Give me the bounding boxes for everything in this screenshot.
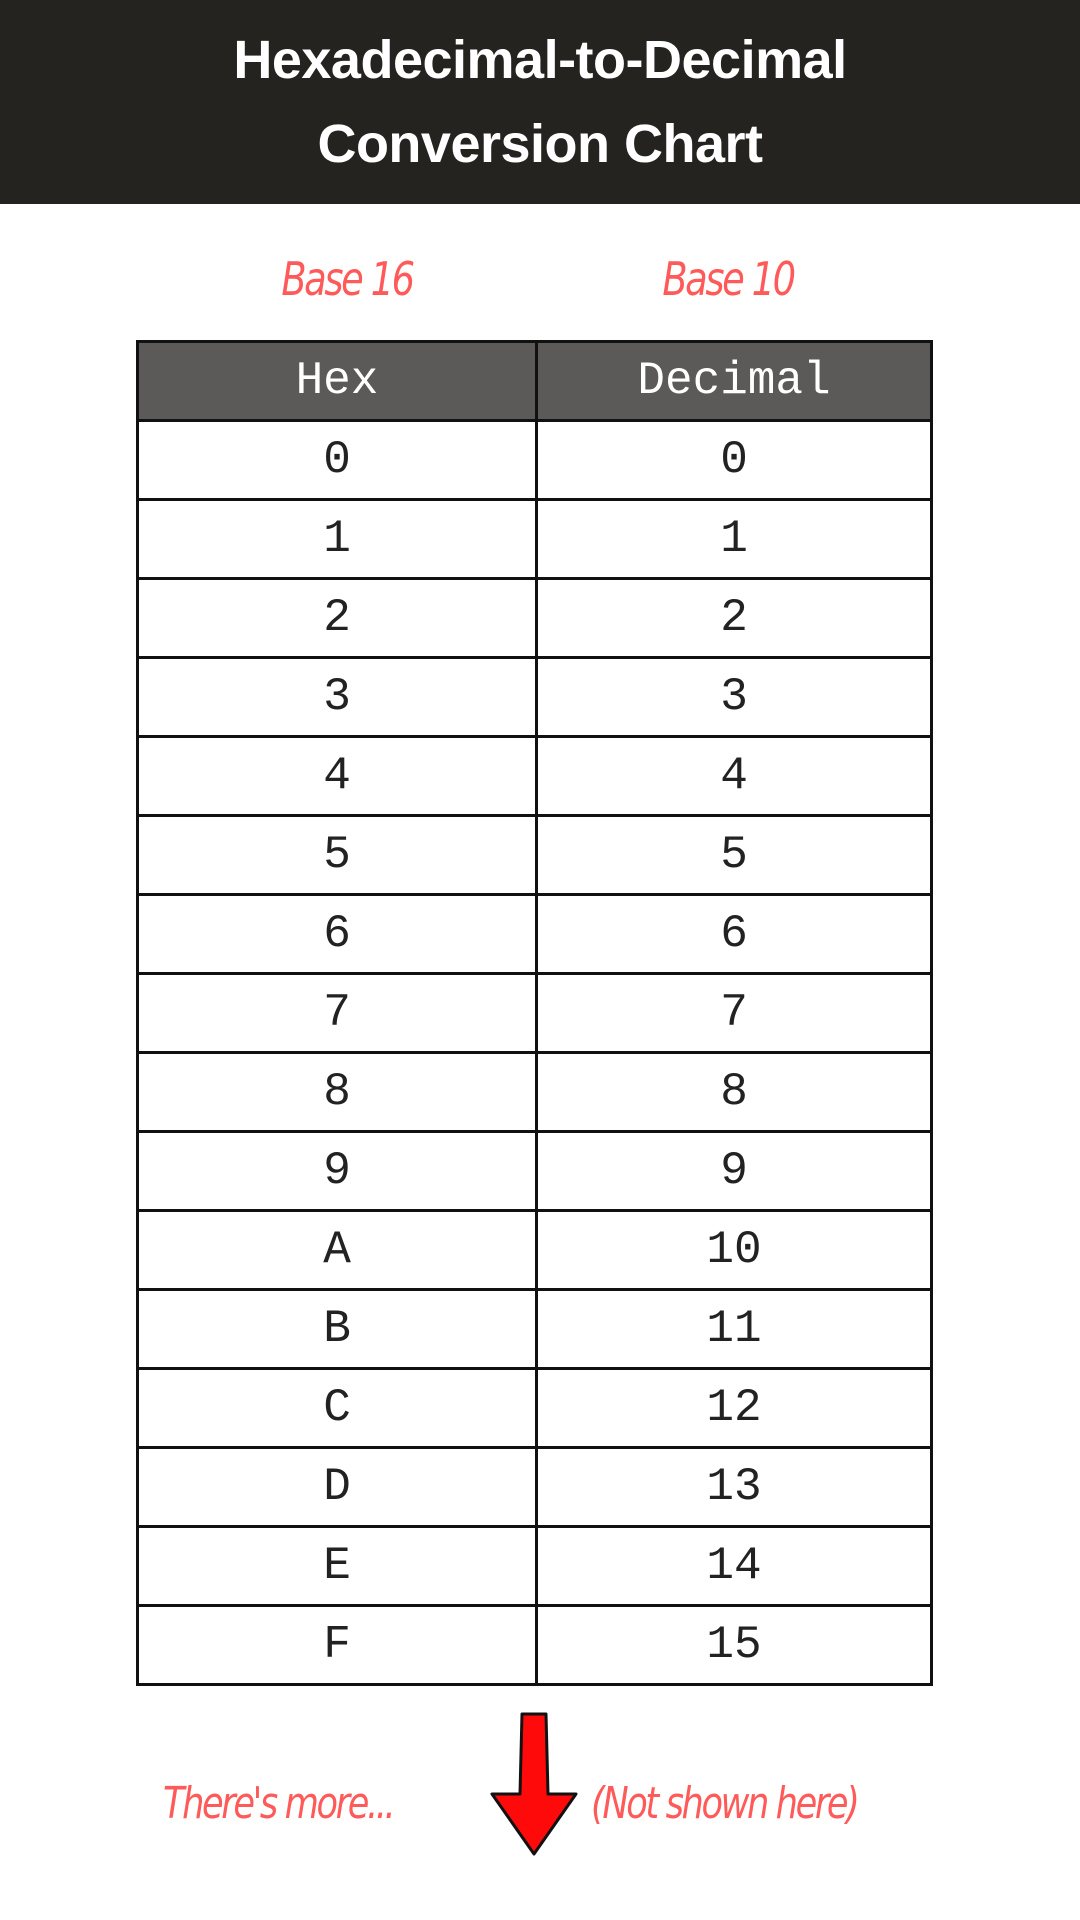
table-row: C 12: [136, 1367, 933, 1449]
base-16-label: Base 16: [281, 252, 415, 306]
table-row: F 15: [136, 1604, 933, 1686]
hex-cell: 1: [136, 498, 538, 580]
hex-cell: A: [136, 1209, 538, 1291]
table-row: E 14: [136, 1525, 933, 1607]
title-line-2: Conversion Chart: [317, 114, 763, 174]
decimal-cell: 8: [535, 1051, 933, 1133]
decimal-cell: 10: [535, 1209, 933, 1291]
decimal-cell: 3: [535, 656, 933, 738]
not-shown-note: (Not shown here): [591, 1778, 860, 1829]
table-row: A 10: [136, 1209, 933, 1291]
decimal-cell: 4: [535, 735, 933, 817]
decimal-cell: 13: [535, 1446, 933, 1528]
decimal-cell: 7: [535, 972, 933, 1054]
header-hex: Hex: [136, 340, 538, 422]
hex-cell: 5: [136, 814, 538, 896]
decimal-cell: 15: [535, 1604, 933, 1686]
decimal-cell: 6: [535, 893, 933, 975]
conversion-table: Hex Decimal 0 0 1 1 2 2 3 3 4 4 5 5 6 6 7 7 8 8 9 9 A 10 B 11 C 1…: [136, 340, 933, 1686]
decimal-cell: 5: [535, 814, 933, 896]
hex-cell: 0: [136, 419, 538, 501]
decimal-cell: 0: [535, 419, 933, 501]
hex-cell: 6: [136, 893, 538, 975]
hex-cell: E: [136, 1525, 538, 1607]
hex-cell: 7: [136, 972, 538, 1054]
decimal-cell: 1: [535, 498, 933, 580]
decimal-cell: 2: [535, 577, 933, 659]
more-note: There's more...: [163, 1778, 396, 1829]
hex-cell: 8: [136, 1051, 538, 1133]
title-line-1: Hexadecimal-to-Decimal: [233, 30, 847, 90]
title-banner: Hexadecimal-to-Decimal Conversion Chart: [0, 0, 1080, 204]
arrow-down-icon: [490, 1712, 578, 1856]
hex-cell: C: [136, 1367, 538, 1449]
decimal-cell: 14: [535, 1525, 933, 1607]
decimal-cell: 9: [535, 1130, 933, 1212]
table-header-row: Hex Decimal: [136, 340, 933, 422]
table-row: D 13: [136, 1446, 933, 1528]
decimal-cell: 12: [535, 1367, 933, 1449]
hex-cell: B: [136, 1288, 538, 1370]
table-row: B 11: [136, 1288, 933, 1370]
base-10-label: Base 10: [662, 252, 796, 306]
hex-cell: 3: [136, 656, 538, 738]
decimal-cell: 11: [535, 1288, 933, 1370]
hex-cell: 2: [136, 577, 538, 659]
hex-cell: D: [136, 1446, 538, 1528]
hex-cell: 4: [136, 735, 538, 817]
hex-cell: F: [136, 1604, 538, 1686]
hex-cell: 9: [136, 1130, 538, 1212]
header-decimal: Decimal: [535, 340, 933, 422]
